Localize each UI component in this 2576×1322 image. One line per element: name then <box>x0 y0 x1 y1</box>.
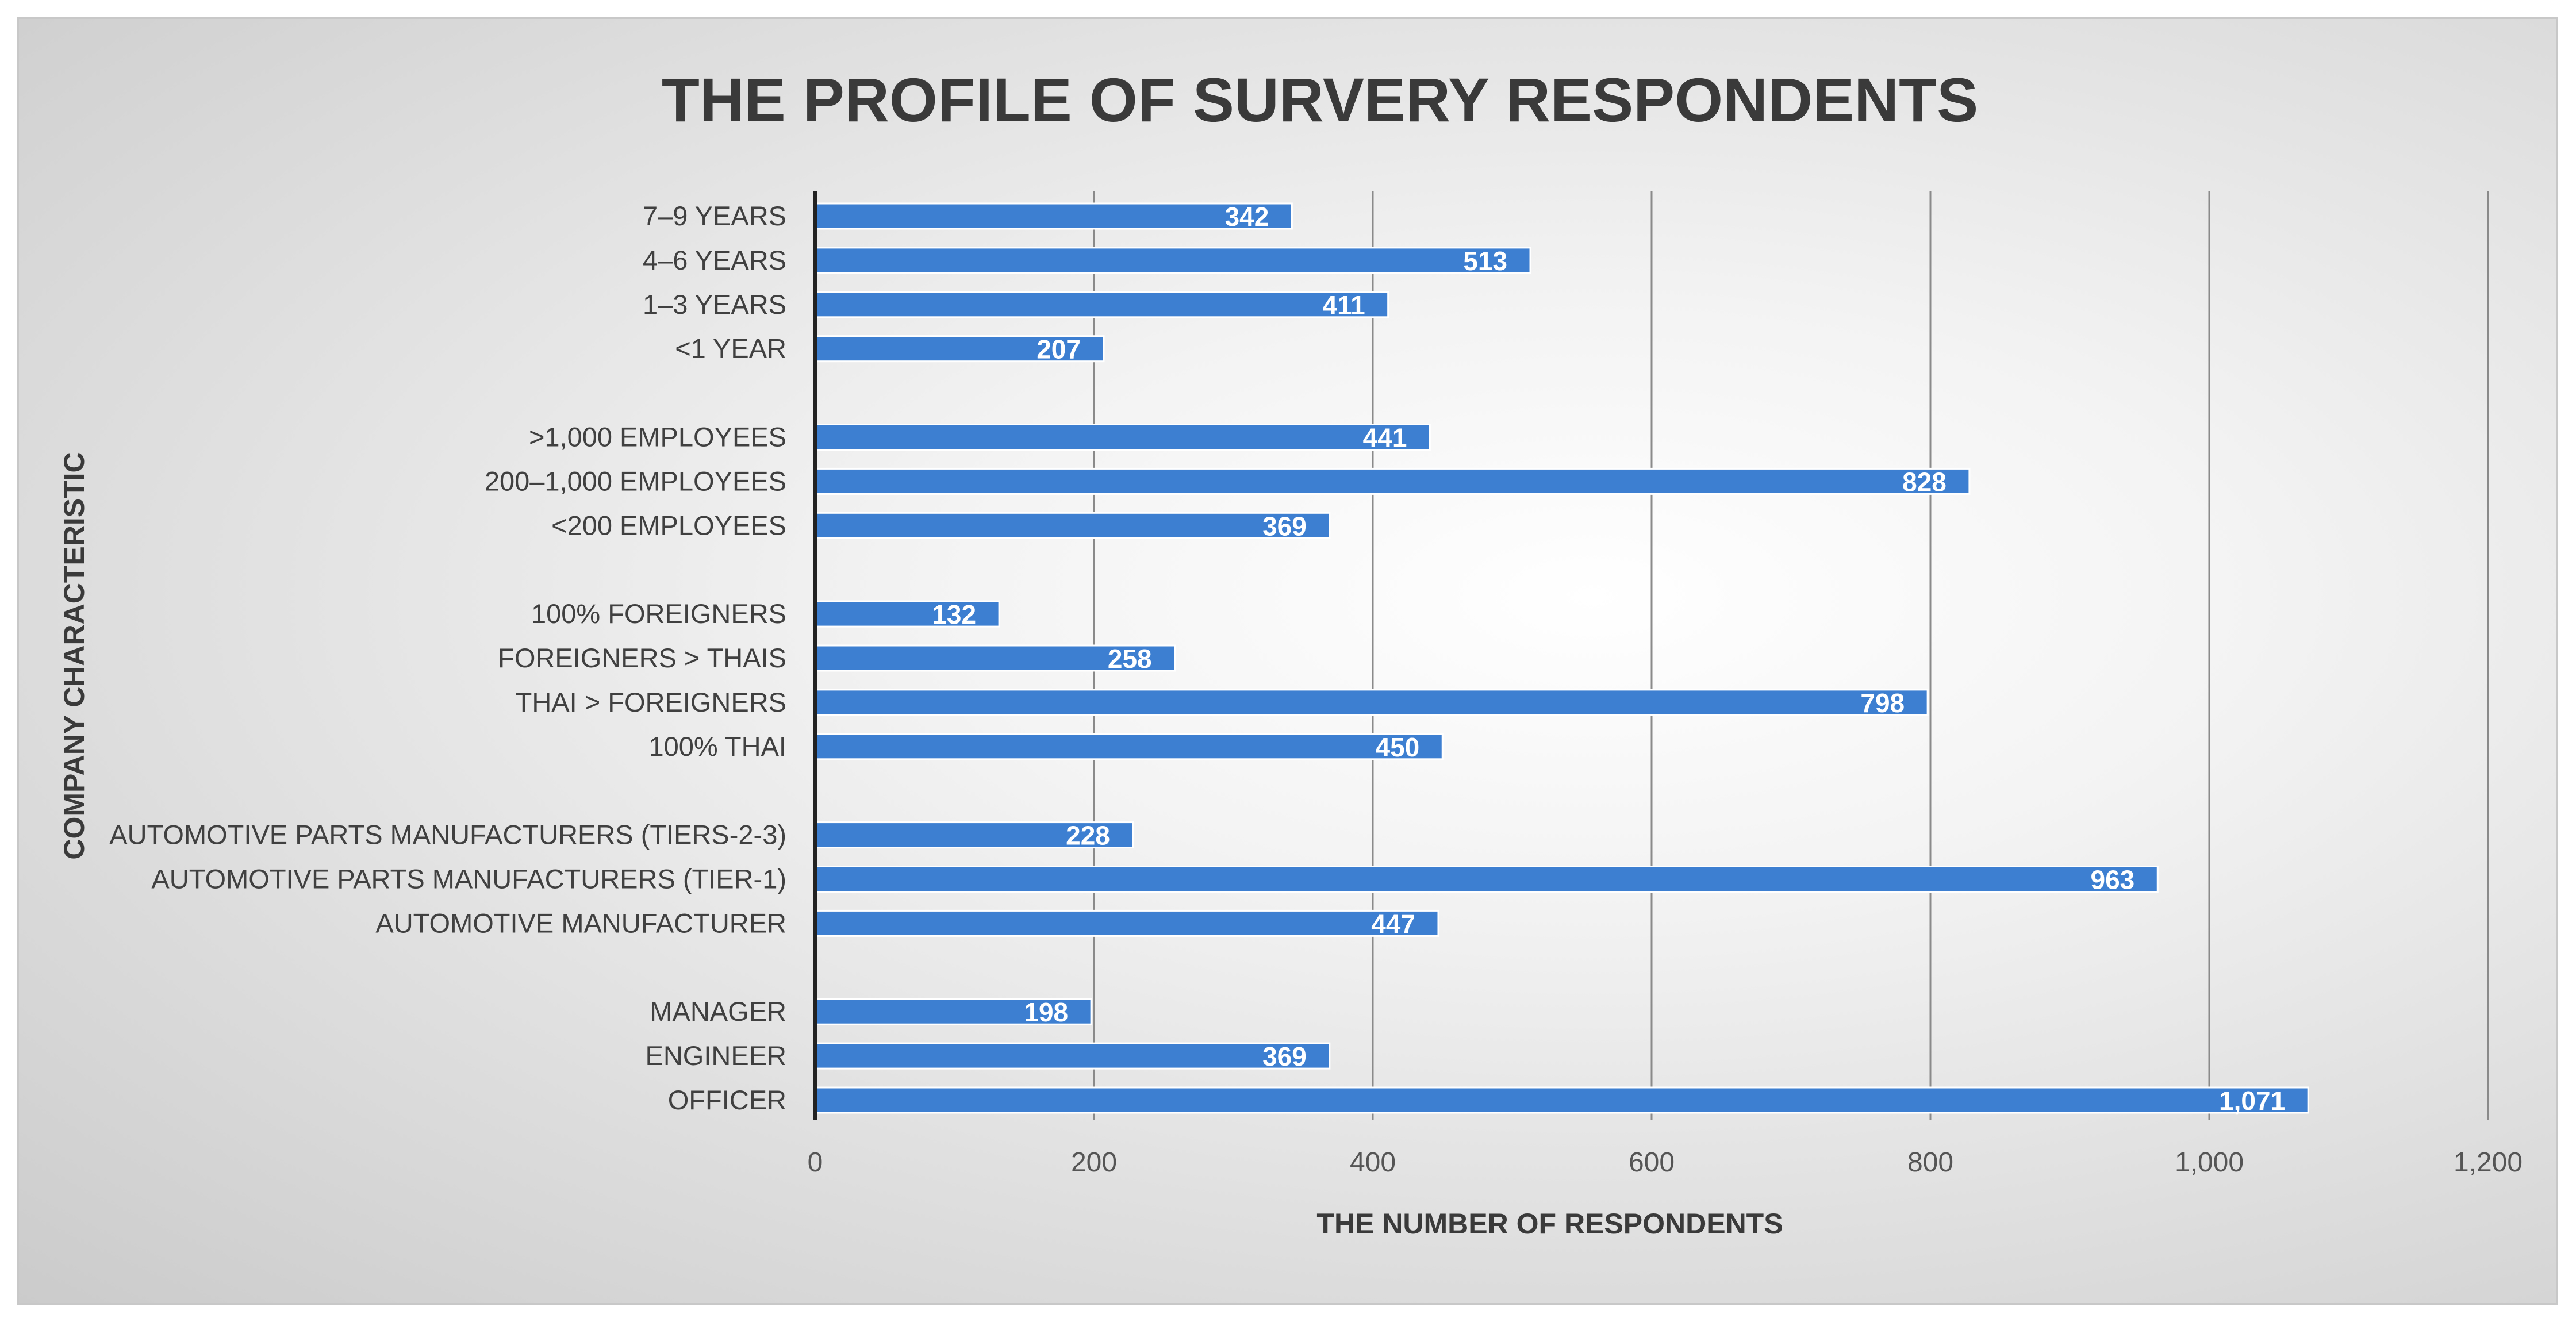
data-label: 1,071 <box>2219 1086 2285 1116</box>
data-label: 447 <box>1371 909 1415 939</box>
bar <box>814 733 1444 760</box>
category-label: FOREIGNERS > THAIS <box>498 643 786 673</box>
data-label: 228 <box>1066 821 1110 851</box>
bars: 342 513 411 207 441 828 369 132 258 798 450 228 963 4… <box>814 202 2309 1116</box>
category-label: >1,000 EMPLOYEES <box>529 422 786 452</box>
data-label: 513 <box>1463 246 1507 276</box>
x-tick-label: 200 <box>1071 1147 1117 1178</box>
x-tick-label: 600 <box>1629 1147 1675 1178</box>
category-label: 7–9 YEARS <box>643 201 786 231</box>
category-label: 1–3 YEARS <box>643 289 786 320</box>
bar <box>814 335 1105 363</box>
category-label: AUTOMOTIVE PARTS MANUFACTURERS (TIERS-2-… <box>109 820 786 850</box>
data-label: 369 <box>1262 511 1307 541</box>
category-label: ENGINEER <box>646 1040 787 1071</box>
category-label: THAI > FOREIGNERS <box>516 687 786 717</box>
x-tick-label: 1,000 <box>2175 1147 2244 1178</box>
data-label: 441 <box>1363 423 1407 453</box>
bar <box>814 1086 2309 1114</box>
bar <box>814 424 1431 451</box>
y-axis-title: COMPANY CHARACTERISTIC <box>58 452 90 859</box>
bar <box>814 247 1531 274</box>
data-label: 342 <box>1225 202 1269 232</box>
category-labels: 7–9 YEARS 4–6 YEARS 1–3 YEARS <1 YEAR >1,000… <box>109 201 786 1115</box>
x-axis-title: THE NUMBER OF RESPONDENTS <box>1316 1208 1783 1240</box>
data-label: 207 <box>1036 335 1081 364</box>
category-label: 100% FOREIGNERS <box>531 598 786 629</box>
data-label: 369 <box>1262 1042 1307 1071</box>
data-label: 411 <box>1322 290 1365 320</box>
bar <box>814 689 1929 716</box>
category-label: AUTOMOTIVE MANUFACTURER <box>375 908 786 938</box>
data-label: 258 <box>1108 644 1152 674</box>
data-label: 828 <box>1902 467 1947 497</box>
category-label: 200–1,000 EMPLOYEES <box>485 466 786 496</box>
x-tick-label: 800 <box>1907 1147 1953 1178</box>
data-label: 798 <box>1860 688 1905 718</box>
category-label: OFFICER <box>668 1085 786 1115</box>
data-label: 198 <box>1024 997 1068 1027</box>
bar <box>814 512 1331 539</box>
category-label: <1 YEAR <box>675 333 786 364</box>
bar <box>814 467 1971 495</box>
bar-chart: THE PROFILE OF SURVERY RESPONDENTS 342 51… <box>58 65 2523 1240</box>
bar <box>814 1042 1331 1070</box>
x-tick-label: 1,200 <box>2454 1147 2523 1178</box>
category-label: AUTOMOTIVE PARTS MANUFACTURERS (TIER-1) <box>151 864 786 894</box>
bar <box>814 821 1134 849</box>
x-tick-label: 400 <box>1350 1147 1396 1178</box>
x-tick-labels: 0 200 400 600 800 1,000 1,200 <box>808 1147 2523 1178</box>
bar <box>814 866 2159 893</box>
category-label: 4–6 YEARS <box>643 245 786 275</box>
data-label: 450 <box>1376 732 1420 762</box>
category-label: 100% THAI <box>649 731 786 762</box>
data-label: 132 <box>932 599 976 629</box>
x-tick-label: 0 <box>808 1147 823 1178</box>
bar <box>814 291 1389 318</box>
category-label: MANAGER <box>650 996 786 1027</box>
data-label: 963 <box>2091 865 2135 895</box>
gridlines <box>1093 191 2489 1120</box>
chart-frame: THE PROFILE OF SURVERY RESPONDENTS 342 51… <box>17 17 2558 1305</box>
chart-title: THE PROFILE OF SURVERY RESPONDENTS <box>662 65 1978 134</box>
bar <box>814 909 1439 937</box>
category-label: <200 EMPLOYEES <box>551 510 786 540</box>
bar <box>814 202 1293 230</box>
bar <box>814 644 1176 672</box>
